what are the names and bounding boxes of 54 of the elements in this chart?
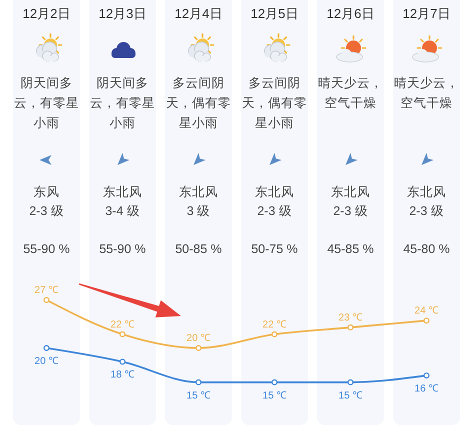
- data-label: 16 ℃: [414, 383, 438, 394]
- text: 东北风: [330, 184, 371, 201]
- text: 东风: [32, 184, 60, 201]
- x-tick-label: 12月3日: [98, 5, 148, 23]
- data-label: 20 ℃: [34, 356, 58, 368]
- text: 东北风: [102, 184, 143, 201]
- point: [120, 331, 126, 338]
- data-label: 15 ℃: [262, 390, 286, 402]
- text: 多云间阴天，偶有零星小雨: [166, 75, 232, 132]
- text: 50-75 %: [250, 241, 299, 258]
- text: 晴天少云，空气干燥: [394, 75, 460, 112]
- text: 2-3 级: [408, 203, 445, 220]
- x-tick-label: 12月7日: [402, 5, 452, 23]
- data-label: 22 ℃: [262, 319, 286, 330]
- data-label: 18 ℃: [110, 370, 134, 381]
- text: 多云间阴天，偶有零星小雨: [242, 75, 308, 132]
- data-label: 23 ℃: [338, 312, 362, 324]
- x-tick-label: 12月5日: [250, 5, 300, 23]
- text: 东北风: [406, 184, 447, 201]
- data-label: 24 ℃: [414, 306, 438, 317]
- text: 阴天间多云，有零星小雨: [14, 75, 80, 132]
- text: 2-3 级: [256, 203, 293, 220]
- text: 晴天少云，空气干燥: [318, 75, 384, 112]
- text: 东北风: [178, 184, 219, 201]
- text: 55-90 %: [98, 241, 147, 258]
- data-label: 22 ℃: [110, 319, 134, 330]
- data-label: 27 ℃: [34, 285, 58, 296]
- x-tick-label: 12月2日: [22, 5, 72, 23]
- point: [44, 297, 50, 303]
- point: [424, 318, 430, 324]
- point: [348, 379, 354, 386]
- data-label: 15 ℃: [186, 390, 210, 402]
- text: 55-90 %: [22, 241, 71, 258]
- point: [196, 345, 202, 352]
- text: 阴天间多云，有零星小雨: [90, 75, 156, 132]
- point: [272, 379, 278, 386]
- point: [196, 379, 202, 386]
- data-label: 15 ℃: [338, 390, 362, 402]
- text: 2-3 级: [332, 203, 369, 220]
- point: [272, 331, 278, 338]
- point: [44, 345, 50, 352]
- text: 45-85 %: [326, 241, 375, 258]
- text: 45-80 %: [402, 241, 451, 258]
- text: 2-3 级: [28, 203, 65, 220]
- text: 50-85 %: [174, 241, 223, 258]
- text: 3 级: [186, 203, 212, 220]
- point: [120, 358, 126, 365]
- text: 3-4 级: [104, 203, 141, 220]
- text: 东北风: [254, 184, 295, 201]
- point: [424, 372, 430, 378]
- x-tick-label: 12月4日: [174, 5, 224, 23]
- point: [348, 324, 354, 330]
- data-label: 20 ℃: [186, 333, 210, 344]
- x-tick-label: 12月6日: [326, 5, 376, 23]
